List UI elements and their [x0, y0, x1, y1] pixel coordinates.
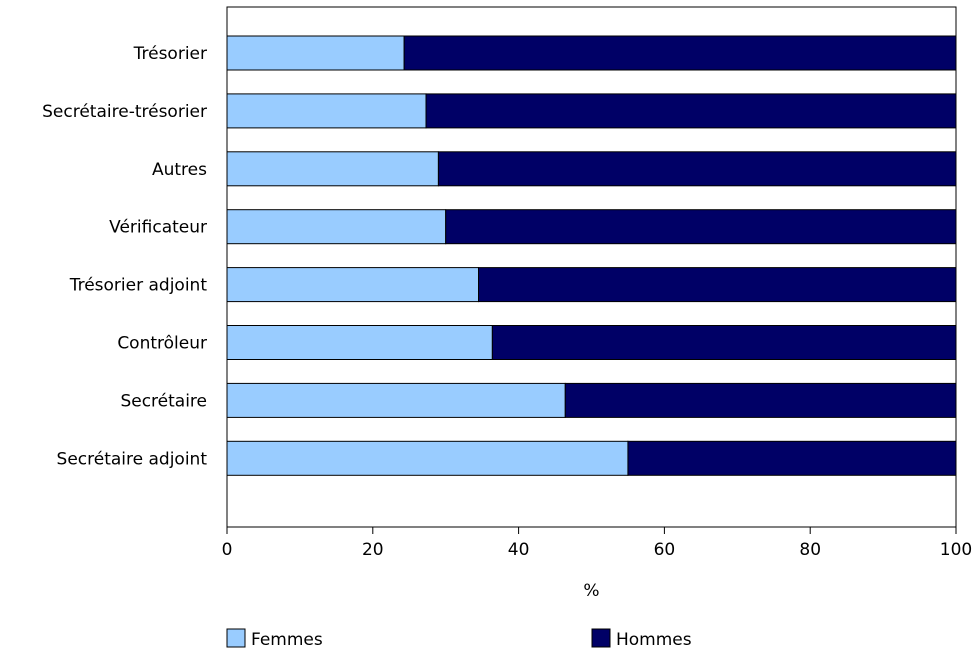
bar-hommes-6 — [564, 382, 957, 418]
legend-label-femmes: Femmes — [251, 630, 323, 650]
category-labels: Trésorier Secrétaire-trésorier Autres Vérif… — [42, 44, 207, 469]
bars-group — [226, 35, 957, 476]
x-tick-label: 60 — [654, 540, 676, 560]
bar-femmes-6 — [226, 382, 566, 418]
category-label: Secrétaire — [120, 391, 207, 411]
x-axis-label: % — [583, 581, 599, 601]
x-tick-label: 0 — [222, 540, 233, 560]
category-label: Vérificateur — [109, 218, 207, 238]
category-label: Autres — [152, 160, 207, 180]
category-label: Trésorier — [133, 44, 207, 64]
x-axis: 0 20 40 60 80 100 — [222, 527, 972, 560]
category-label: Trésorier adjoint — [69, 276, 208, 296]
plot-area — [226, 6, 957, 528]
bar-hommes-0 — [403, 35, 957, 71]
bar-femmes-3 — [226, 209, 447, 245]
x-tick-label: 80 — [799, 540, 821, 560]
bar-hommes-3 — [445, 209, 957, 245]
bar-femmes-2 — [226, 151, 439, 187]
plot-frame — [226, 6, 957, 528]
bar-hommes-7 — [627, 440, 957, 476]
bar-hommes-2 — [437, 151, 957, 187]
bar-femmes-0 — [226, 35, 405, 71]
x-tick-label: 100 — [940, 540, 972, 560]
legend-swatch-hommes — [591, 628, 611, 648]
bar-femmes-5 — [226, 325, 493, 360]
x-tick-label: 20 — [362, 540, 384, 560]
legend: Femmes Hommes — [226, 628, 692, 650]
legend-swatch-femmes — [226, 628, 246, 648]
bar-femmes-7 — [226, 440, 629, 476]
legend-label-hommes: Hommes — [616, 630, 692, 650]
category-label: Secrétaire-trésorier — [42, 102, 207, 122]
bar-hommes-1 — [425, 93, 957, 129]
bar-femmes-1 — [226, 93, 427, 129]
category-label: Secrétaire adjoint — [57, 449, 208, 469]
bar-hommes-5 — [491, 325, 957, 360]
bar-femmes-4 — [226, 267, 480, 303]
x-tick-label: 40 — [508, 540, 530, 560]
bar-hommes-4 — [478, 267, 957, 303]
category-label: Contrôleur — [117, 334, 207, 354]
